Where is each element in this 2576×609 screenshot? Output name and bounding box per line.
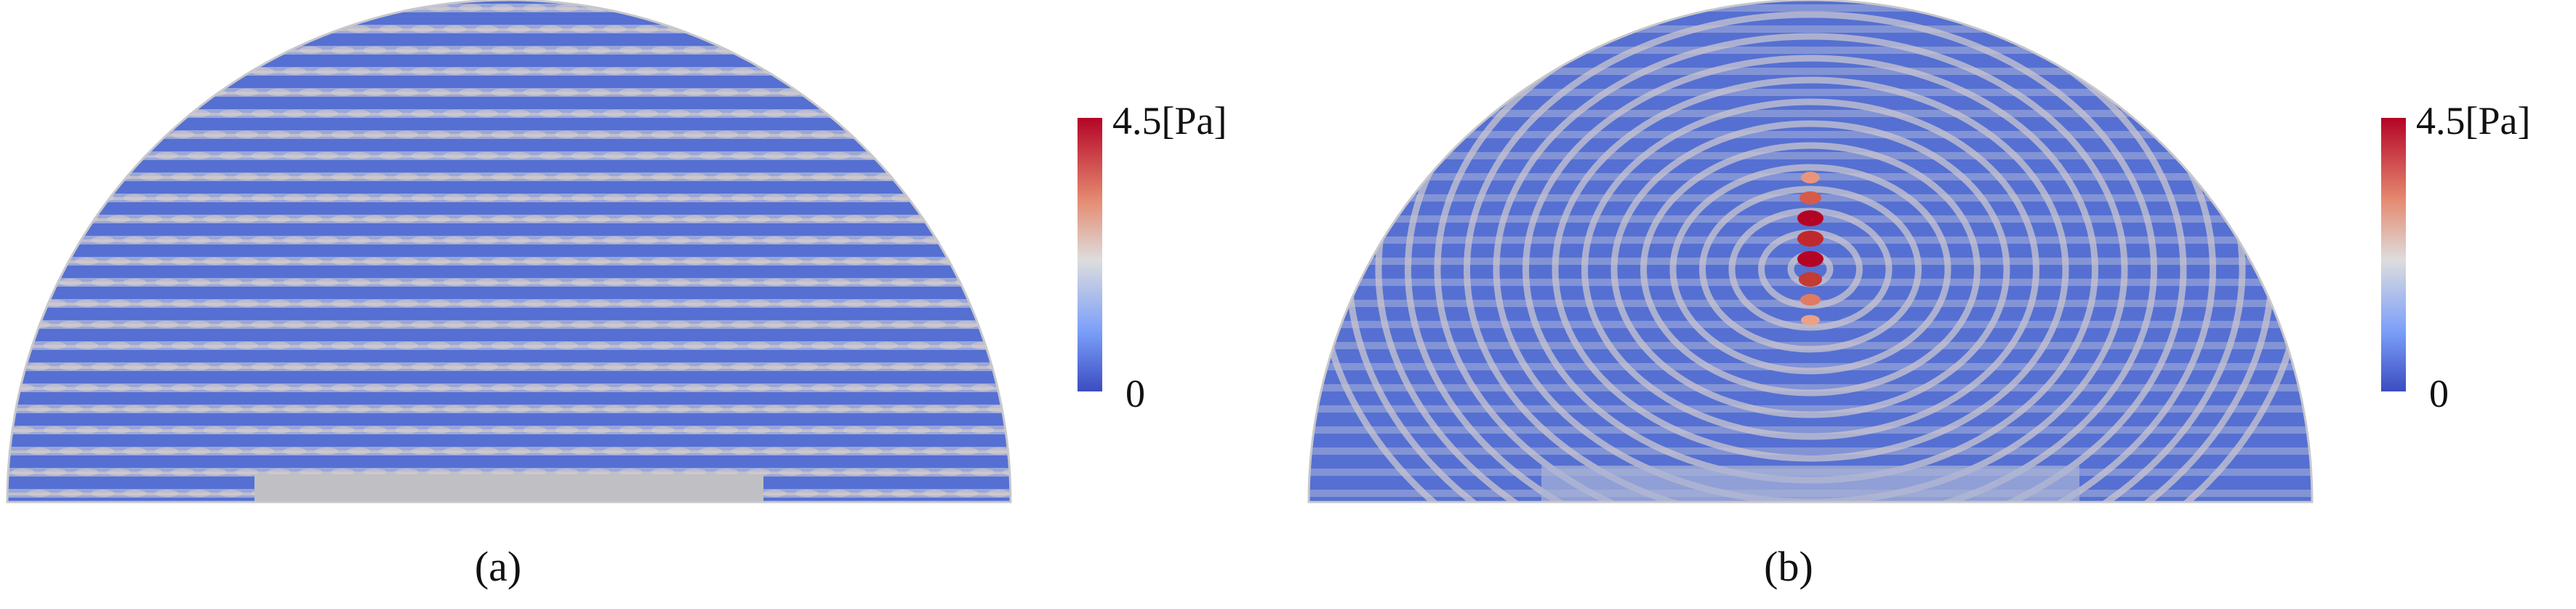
panel-a xyxy=(0,0,1018,524)
colorbar-a xyxy=(1078,118,1102,391)
colorbar-a-min: 0 xyxy=(1126,372,1145,415)
caption-a: (a) xyxy=(474,543,522,590)
pressure-field-b xyxy=(1307,0,2314,503)
caption-b: (b) xyxy=(1764,543,1813,590)
colorbar-b-min: 0 xyxy=(2429,372,2449,415)
colorbar-a-max: 4.5[Pa] xyxy=(1112,99,1227,143)
panel-b xyxy=(1301,0,2319,524)
colorbar-b-max: 4.5[Pa] xyxy=(2416,99,2531,143)
colorbar-b xyxy=(2381,118,2406,391)
pressure-field-a xyxy=(6,0,1012,503)
